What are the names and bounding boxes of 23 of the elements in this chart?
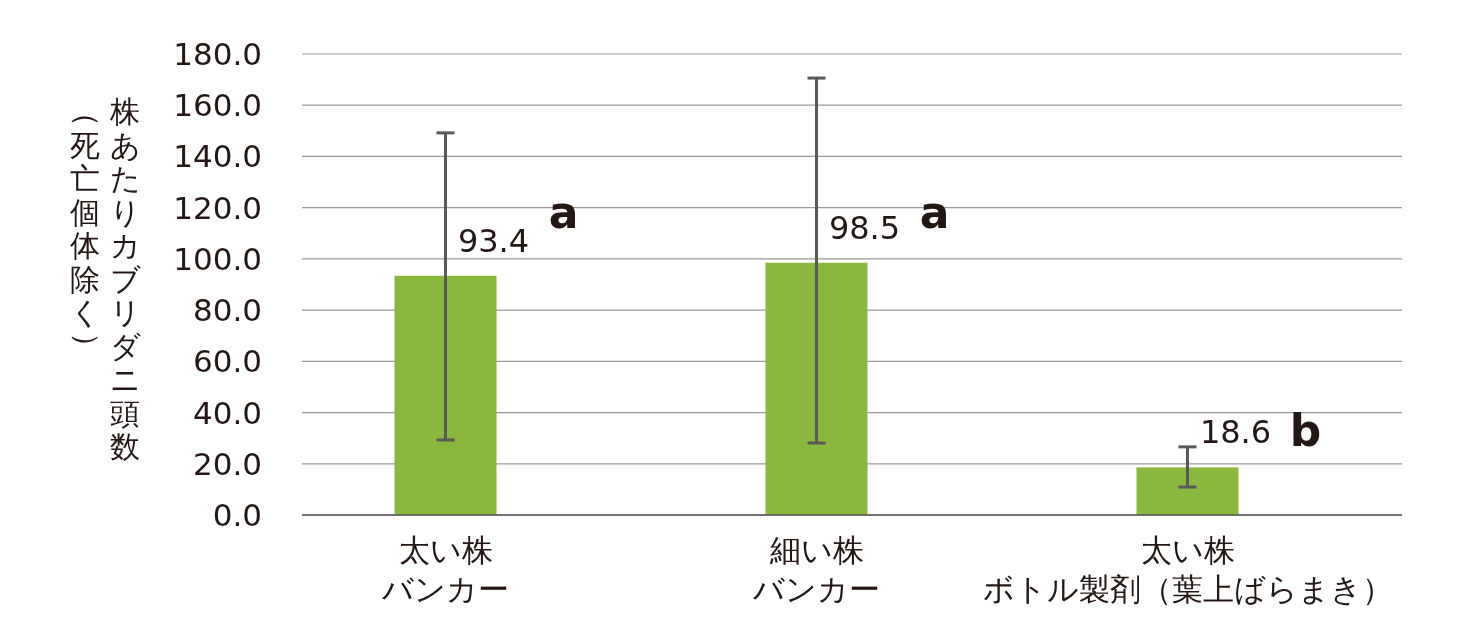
annotation: a	[548, 187, 579, 239]
y-tick-label: 60.0	[192, 343, 262, 380]
data-label: 18.6	[1199, 413, 1272, 452]
bar	[765, 262, 868, 515]
x-tick-label: 細い株バンカー	[752, 532, 880, 607]
data-label: 98.5	[828, 208, 901, 247]
y-tick-label: 120.0	[173, 189, 262, 226]
y-tick-label: 100.0	[173, 240, 262, 277]
y-tick-label: 180.0	[173, 36, 262, 72]
y-tick-label: 160.0	[173, 87, 262, 124]
y-tick-label: 140.0	[173, 138, 262, 175]
y-tick-label: 0.0	[212, 497, 262, 533]
y-axis-title: 株あたりカブリダニ頭数（死亡個体除く）	[70, 94, 141, 464]
bar	[394, 275, 497, 515]
x-tick-label: 太い株バンカー	[381, 532, 509, 607]
y-tick-label: 40.0	[192, 394, 262, 431]
y-tick-label: 20.0	[192, 445, 262, 482]
y-tick-label: 80.0	[192, 292, 262, 329]
annotation: a	[919, 187, 950, 239]
x-tick-label: 太い株ボトル製剤（葉上ばらまき）	[982, 532, 1393, 607]
data-label: 93.4	[457, 221, 530, 260]
bar	[1136, 467, 1239, 515]
annotation: b	[1289, 404, 1322, 456]
